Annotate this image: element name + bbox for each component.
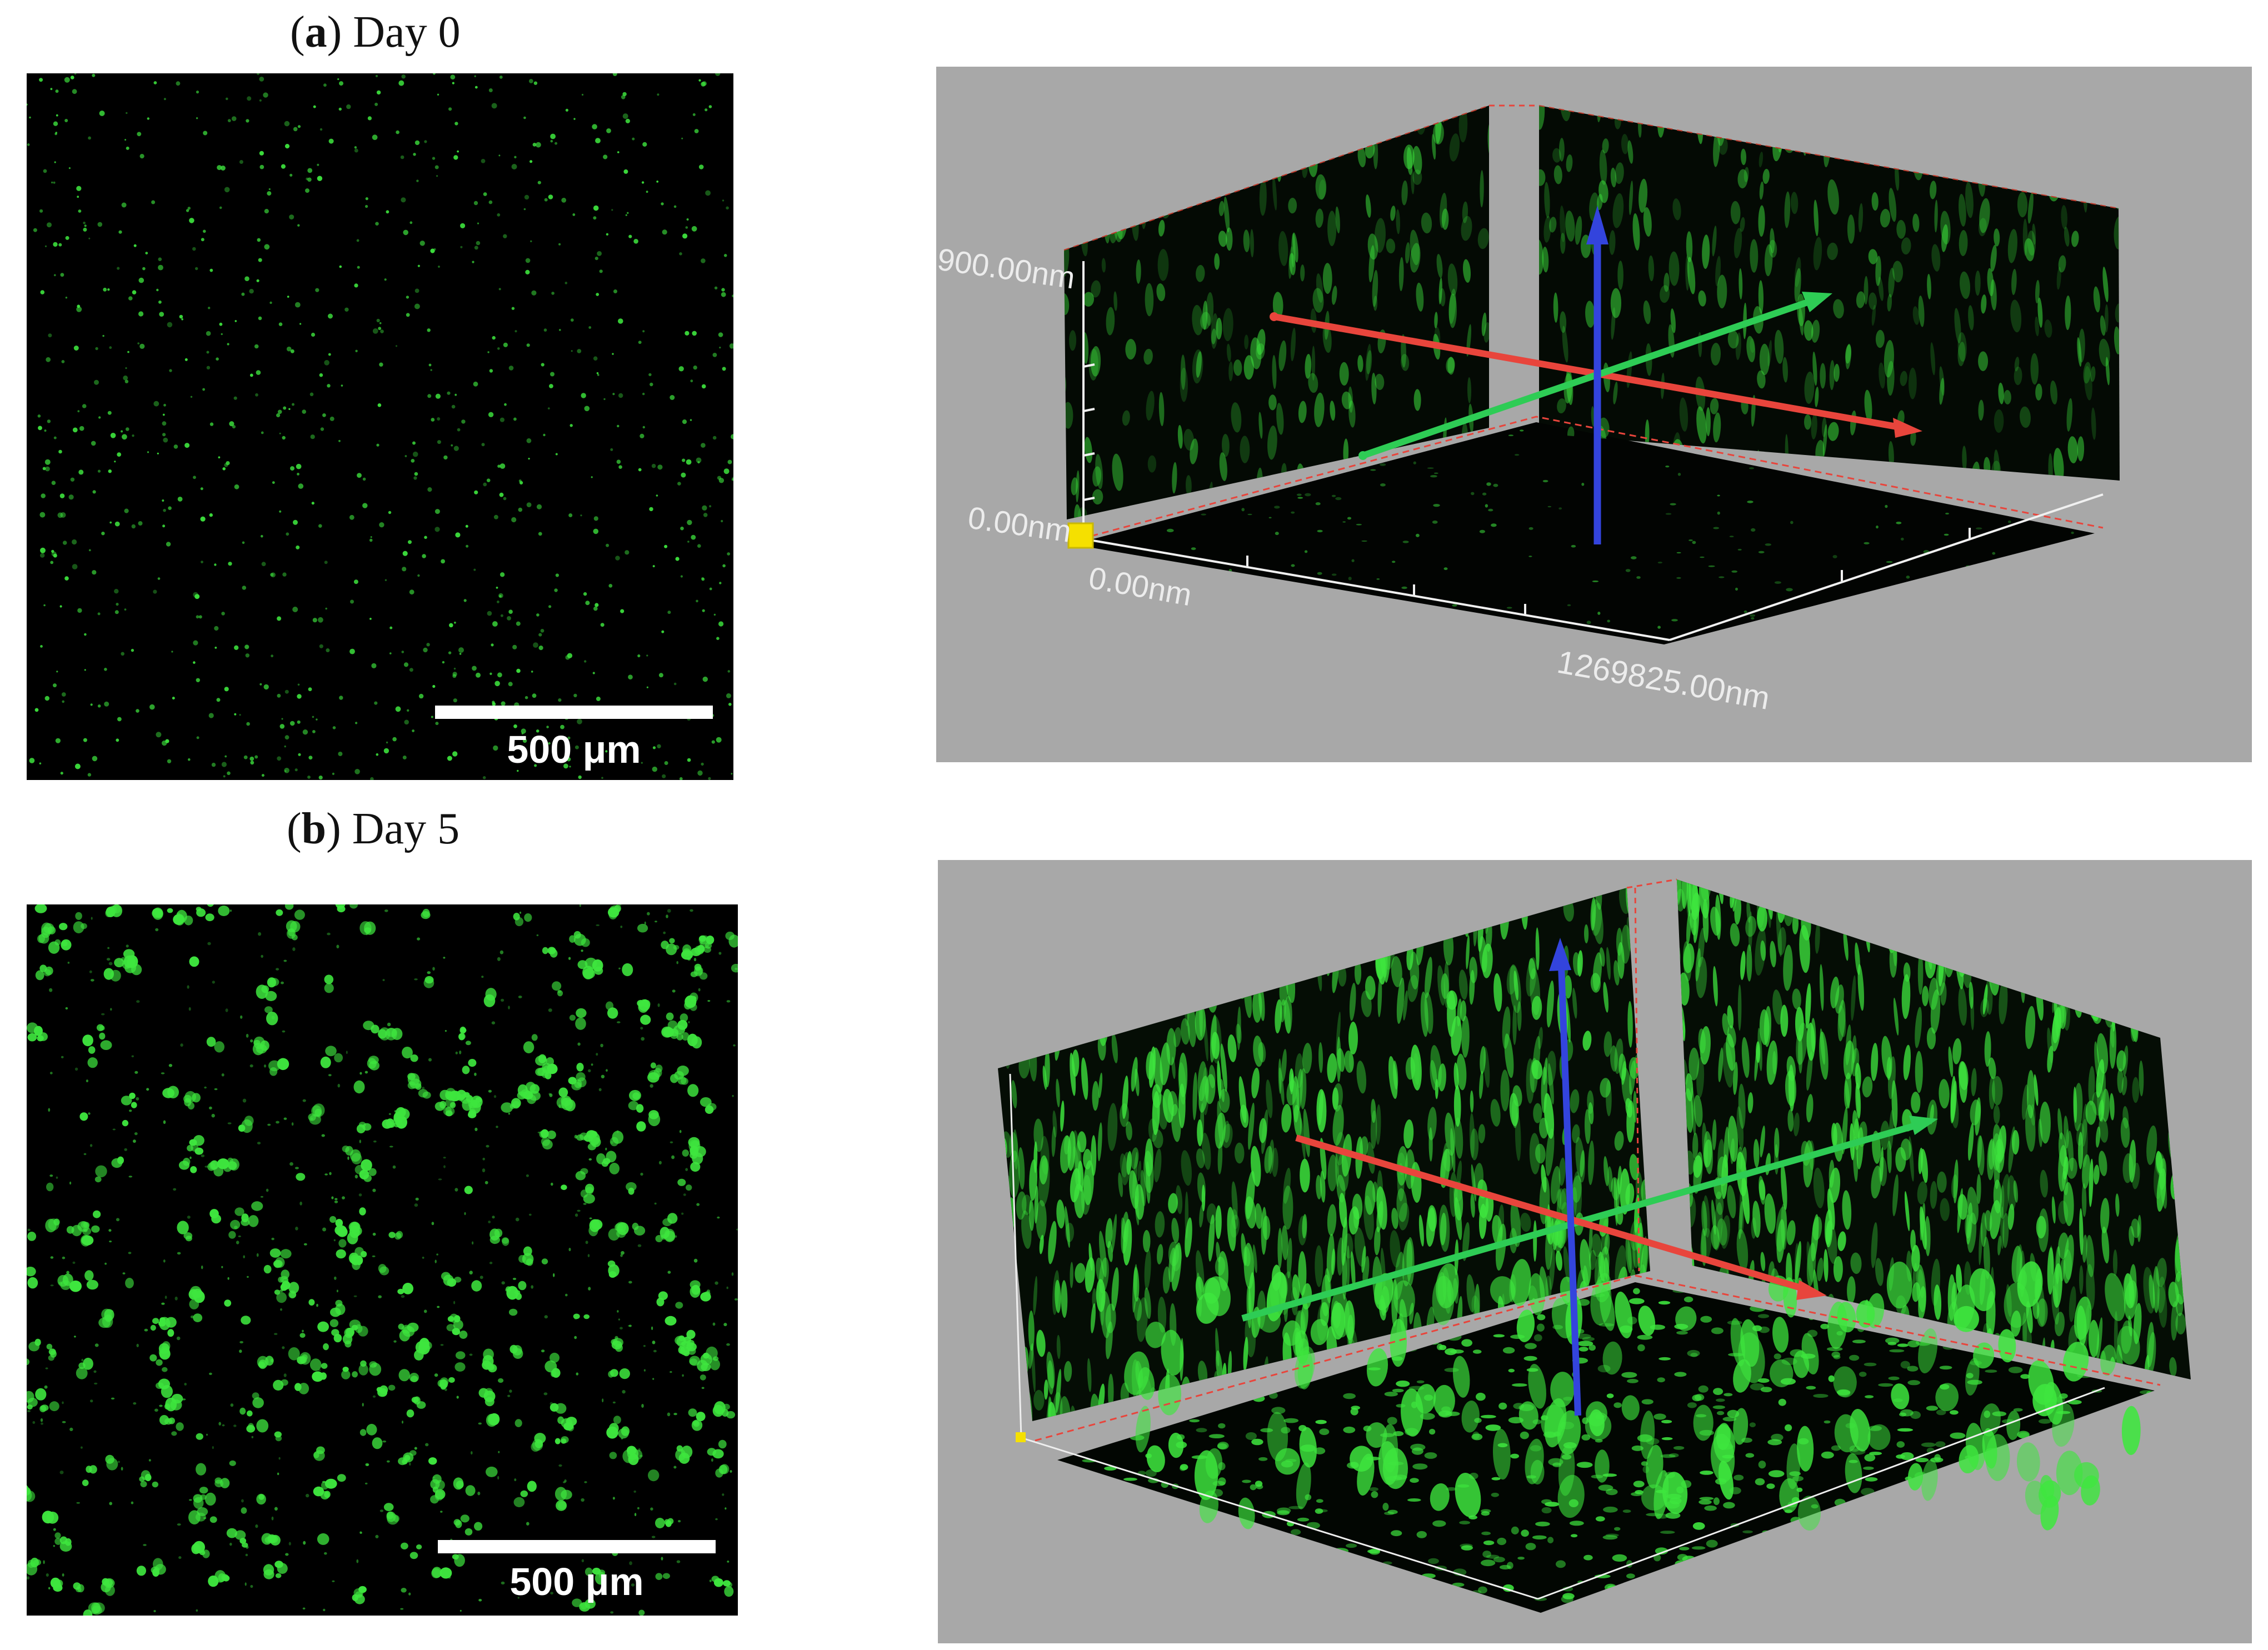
micrograph-day0: 500 μm [27, 73, 733, 780]
axis-label-origin-z-day0: 0.00nm [966, 499, 1073, 548]
floor-day0 [1072, 422, 2095, 644]
micrograph-day5: 500 μm [27, 904, 738, 1616]
wall-right-day0 [1539, 106, 2120, 481]
caption-b-text: Day 5 [352, 804, 460, 853]
scale-bar-label-day0: 500 μm [507, 728, 641, 771]
caption-b: (b) Day 5 [287, 804, 460, 853]
scale-bar-day0 [435, 706, 713, 719]
floor-day5 [1057, 1282, 2155, 1613]
caption-a-letter: a [304, 8, 327, 57]
caption-a: (a) Day 0 [290, 8, 461, 57]
reconstruction-3d-day0: 900.00nm 0.00nm 0.00nm 1269825.00nm [936, 67, 2252, 762]
scale-bar-label-day5: 500 μm [509, 1560, 644, 1603]
caption-a-text: Day 0 [353, 8, 461, 57]
axis-label-origin-x-day0: 0.00nm [1086, 560, 1195, 612]
axis-label-z-max-day0: 900.00nm [936, 241, 1077, 295]
caption-b-letter: b [301, 804, 327, 853]
reconstruction-3d-day5 [938, 860, 2252, 1643]
axis-label-x-max-day0: 1269825.00nm [1555, 644, 1772, 717]
scale-bar-day5 [438, 1540, 716, 1553]
